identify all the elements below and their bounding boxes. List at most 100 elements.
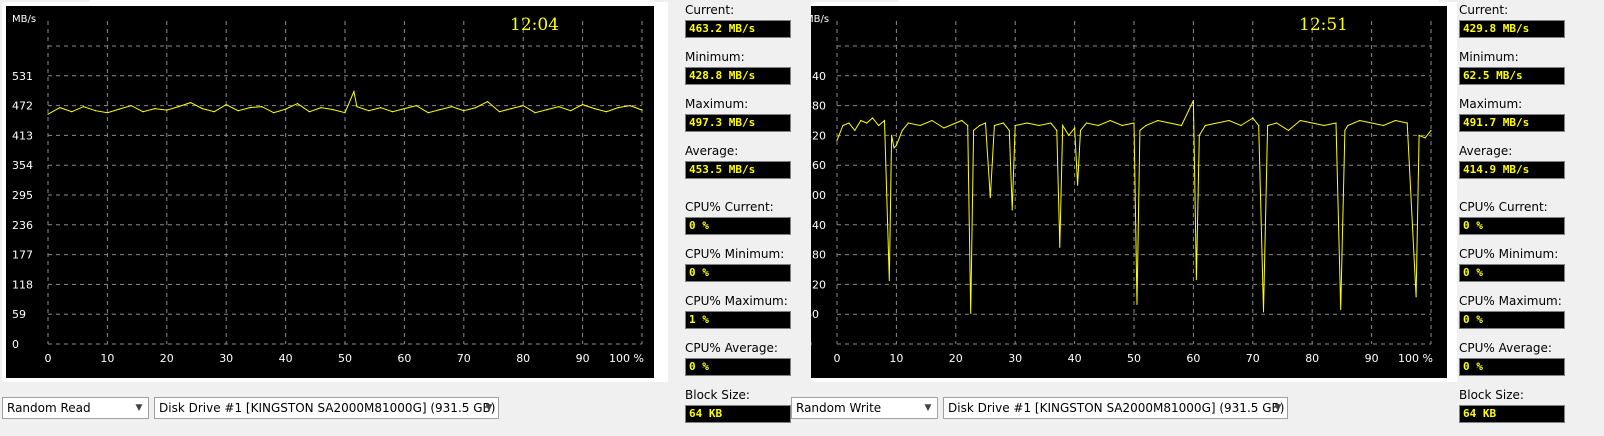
throughput-point bbox=[605, 111, 607, 113]
x-tick-label: 70 bbox=[457, 352, 471, 365]
throughput-point bbox=[1335, 122, 1337, 124]
y-tick-label: 0 bbox=[811, 338, 812, 351]
throughput-point bbox=[961, 119, 963, 122]
throughput-point bbox=[593, 108, 596, 110]
throughput-point bbox=[993, 124, 996, 127]
y-tick-label: 540 bbox=[811, 70, 826, 83]
throughput-point bbox=[1323, 124, 1325, 127]
chevron-down-icon[interactable]: ▼ bbox=[1274, 403, 1282, 413]
elapsed-time-clock: 12:51 bbox=[1299, 15, 1348, 35]
throughput-point bbox=[1262, 311, 1265, 313]
x-tick-label: 10 bbox=[100, 352, 114, 365]
throughput-point bbox=[893, 147, 895, 149]
stat-label-minimum: Minimum: bbox=[685, 50, 745, 64]
stat-label-cpu-current: CPU% Current: bbox=[1459, 200, 1548, 214]
chevron-down-icon[interactable]: ▼ bbox=[485, 403, 493, 413]
throughput-point bbox=[1050, 122, 1052, 124]
stat-label-cpu-maximum: CPU% Maximum: bbox=[1459, 294, 1562, 308]
throughput-point bbox=[1076, 184, 1079, 186]
test-type-select[interactable]: Random Write ▼ bbox=[791, 397, 938, 419]
throughput-point bbox=[201, 108, 204, 110]
throughput-point bbox=[1258, 124, 1260, 127]
stat-label-cpu-maximum: CPU% Maximum: bbox=[685, 294, 788, 308]
test-type-select[interactable]: Random Read ▼ bbox=[2, 397, 149, 419]
x-tick-label: 80 bbox=[1305, 352, 1319, 365]
throughput-point bbox=[570, 110, 572, 112]
throughput-point bbox=[353, 90, 355, 93]
throughput-point bbox=[1038, 124, 1040, 127]
x-tick-label: 60 bbox=[397, 352, 411, 365]
throughput-point bbox=[1121, 124, 1123, 127]
x-tick-label: 10 bbox=[889, 352, 903, 365]
stat-value-average: 414.9 MB/s bbox=[1459, 161, 1565, 179]
throughput-point bbox=[261, 106, 263, 108]
throughput-point bbox=[1008, 129, 1010, 132]
y-tick-label: 360 bbox=[811, 159, 826, 172]
x-tick-label: 40 bbox=[1068, 352, 1082, 365]
stat-label-current: Current: bbox=[1459, 3, 1509, 17]
window-edge bbox=[90, 0, 650, 2]
throughput-point bbox=[380, 107, 382, 109]
stat-value-block-size: 64 KB bbox=[1459, 405, 1565, 423]
throughput-point bbox=[1062, 124, 1064, 127]
throughput-point bbox=[582, 103, 584, 106]
throughput-point bbox=[1382, 124, 1385, 127]
y-tick-label: 0 bbox=[12, 338, 19, 351]
throughput-point bbox=[1371, 122, 1373, 124]
throughput-point bbox=[1299, 119, 1301, 122]
read-throughput-chart: 0 59 118 177 236 295 354 413 472 531 MB/s 0 10 20 30 40… bbox=[2, 2, 668, 382]
throughput-point bbox=[71, 111, 73, 113]
drive-select[interactable]: Disk Drive #1 [KINGSTON SA2000M81000G] (… bbox=[154, 397, 499, 419]
throughput-point bbox=[368, 110, 370, 112]
throughput-point bbox=[59, 107, 61, 109]
throughput-point bbox=[1287, 129, 1290, 132]
throughput-point bbox=[931, 119, 933, 122]
throughput-point bbox=[522, 105, 524, 107]
throughput-point bbox=[1136, 303, 1138, 305]
throughput-point bbox=[978, 124, 981, 127]
throughput-point bbox=[332, 109, 334, 111]
stat-value-maximum: 491.7 MB/s bbox=[1459, 114, 1565, 132]
stat-label-cpu-average: CPU% Average: bbox=[1459, 341, 1552, 355]
throughput-point bbox=[130, 105, 132, 107]
throughput-point bbox=[967, 124, 969, 127]
chevron-down-icon[interactable]: ▼ bbox=[135, 403, 143, 413]
x-tick-label: 20 bbox=[160, 352, 174, 365]
throughput-point bbox=[1002, 122, 1004, 124]
stat-label-cpu-current: CPU% Current: bbox=[685, 200, 774, 214]
stat-label-cpu-minimum: CPU% Minimum: bbox=[1459, 247, 1559, 261]
throughput-point bbox=[308, 111, 310, 113]
chevron-down-icon[interactable]: ▼ bbox=[924, 403, 932, 413]
y-tick-label: 240 bbox=[811, 219, 826, 232]
test-type-value: Random Read bbox=[7, 401, 91, 415]
throughput-point bbox=[877, 124, 880, 127]
drive-select[interactable]: Disk Drive #1 [KINGSTON SA2000M81000G] (… bbox=[943, 397, 1288, 419]
throughput-point bbox=[848, 122, 850, 124]
x-tick-label: 60 bbox=[1186, 352, 1200, 365]
throughput-point bbox=[842, 124, 844, 127]
y-tick-label: 236 bbox=[12, 219, 33, 232]
stat-value-cpu-current: 0 % bbox=[685, 217, 791, 235]
window-edge bbox=[899, 0, 1439, 2]
throughput-point bbox=[391, 111, 394, 113]
x-tick-label: 30 bbox=[219, 352, 233, 365]
y-tick-label: 531 bbox=[12, 70, 33, 83]
x-tick-label: 0 bbox=[834, 352, 841, 365]
throughput-point bbox=[356, 106, 358, 108]
plot-background bbox=[6, 6, 654, 378]
throughput-point bbox=[641, 109, 643, 111]
throughput-point bbox=[1139, 129, 1141, 132]
throughput-point bbox=[1406, 122, 1408, 124]
x-tick-label: 90 bbox=[1365, 352, 1379, 365]
throughput-point bbox=[866, 122, 868, 124]
stat-value-minimum: 62.5 MB/s bbox=[1459, 67, 1565, 85]
throughput-point bbox=[629, 105, 631, 107]
throughput-point bbox=[989, 196, 991, 199]
stat-value-average: 453.5 MB/s bbox=[685, 161, 791, 179]
throughput-point bbox=[1275, 122, 1278, 124]
stat-label-average: Average: bbox=[1459, 144, 1513, 158]
y-axis-unit-label: MB/s bbox=[811, 14, 829, 25]
throughput-point bbox=[320, 107, 322, 109]
drive-value: Disk Drive #1 [KINGSTON SA2000M81000G] (… bbox=[948, 401, 1285, 415]
throughput-point bbox=[118, 108, 120, 110]
